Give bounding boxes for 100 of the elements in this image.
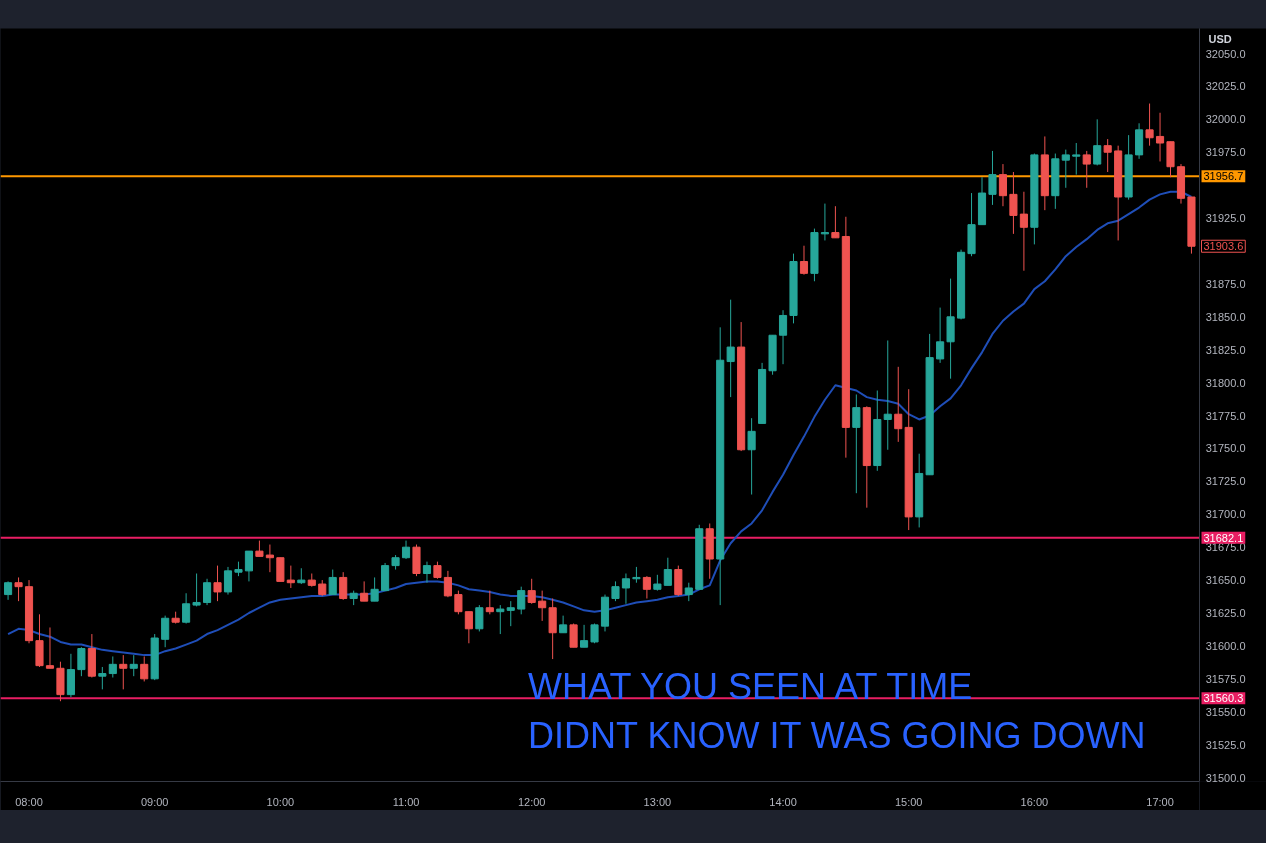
y-tick-label: 31800.0 <box>1205 376 1246 389</box>
candlestick <box>663 557 672 586</box>
candlestick <box>140 655 149 682</box>
x-tick-label: 16:00 <box>1020 795 1049 808</box>
x-tick-label: 12:00 <box>517 795 546 808</box>
y-tick-label: 31650.0 <box>1205 574 1246 587</box>
y-tick-label: 31625.0 <box>1205 607 1246 619</box>
y-tick-label: 31775.0 <box>1205 409 1246 422</box>
candlestick <box>286 565 295 589</box>
candlestick <box>98 666 107 690</box>
y-tick-label: 31825.0 <box>1205 343 1246 356</box>
candlestick <box>244 550 254 582</box>
candlestick <box>726 299 735 398</box>
candlestick <box>527 578 536 605</box>
candlestick <box>998 163 1008 207</box>
candlestick <box>517 586 526 615</box>
candlestick <box>443 570 452 598</box>
candlestick <box>1019 191 1028 272</box>
candlestick <box>894 366 903 443</box>
candlestick <box>684 582 693 602</box>
candlestick <box>485 590 494 615</box>
candlestick <box>1155 112 1165 162</box>
candlestick <box>496 604 505 635</box>
y-tick-label: 31700.0 <box>1205 508 1246 521</box>
candlestick <box>559 615 568 634</box>
candlestick <box>192 573 201 607</box>
candlestick <box>45 626 55 669</box>
y-tick-label: 31575.0 <box>1205 672 1246 685</box>
annotation: DIDNT KNOW IT WAS GOING DOWN <box>528 714 1146 756</box>
candlestick <box>328 569 337 596</box>
text: 31903.6 <box>1203 240 1244 253</box>
candlestick <box>621 573 631 605</box>
candlestick <box>422 561 432 584</box>
candlestick <box>223 566 233 596</box>
candlestick <box>370 576 379 602</box>
candlestick <box>852 393 861 494</box>
candlestick <box>642 575 651 600</box>
candlestick <box>747 417 756 496</box>
candlestick <box>14 576 23 602</box>
y-tick-label: 31750.0 <box>1205 442 1246 455</box>
y-tick-label: 31500.0 <box>1205 771 1246 784</box>
candlestick <box>988 150 997 206</box>
candlestick <box>538 590 547 622</box>
candlestick <box>475 604 484 632</box>
candlestick <box>936 307 945 364</box>
candlestick <box>77 646 86 677</box>
candlestick <box>883 339 892 451</box>
candlestick <box>464 611 473 644</box>
candlestick <box>129 654 138 677</box>
candlestick <box>799 245 809 276</box>
candlestick <box>1103 138 1112 173</box>
x-tick-label: 10:00 <box>266 795 295 808</box>
y-tick-label: 32050.0 <box>1205 47 1246 60</box>
x-tick-label: 17:00 <box>1146 795 1174 808</box>
candlestick <box>506 600 515 627</box>
candlestick <box>360 580 369 602</box>
candlestick <box>213 565 222 602</box>
candlestick <box>182 592 191 625</box>
ref-line-label: 31682.1 <box>1203 531 1244 544</box>
candlestick <box>265 544 274 573</box>
y-tick-label: 31850.0 <box>1205 310 1246 323</box>
y-tick-label: 31925.0 <box>1205 212 1246 225</box>
y-tick-label: 31675.0 <box>1205 541 1246 554</box>
candlestick <box>401 540 411 560</box>
candlestick <box>108 655 117 678</box>
candlestick <box>1093 118 1102 166</box>
y-tick-label: 31875.0 <box>1205 277 1246 290</box>
y-tick-label: 32000.0 <box>1205 113 1246 126</box>
ref-line-label: 31560.3 <box>1203 692 1244 705</box>
x-tick-label: 08:00 <box>15 795 43 808</box>
candlestick <box>580 624 589 648</box>
candlestick <box>119 654 128 690</box>
line-series <box>7 190 1193 657</box>
candlestick <box>1009 171 1018 235</box>
candlestick <box>1082 150 1091 189</box>
candlestick <box>276 557 285 582</box>
y-tick-label: 32025.0 <box>1205 80 1246 93</box>
x-tick-label: 14:00 <box>769 795 797 808</box>
candlestick <box>611 580 620 602</box>
candlestick <box>1072 142 1081 176</box>
candlestick <box>778 309 788 365</box>
ref-line-label: 31956.7 <box>1203 170 1244 183</box>
x-tick-label: 15:00 <box>894 795 923 808</box>
candlestick <box>820 203 829 241</box>
x-tick-label: 11:00 <box>392 795 420 808</box>
y-tick-label: 31550.0 <box>1205 705 1246 718</box>
candlestick <box>454 590 463 615</box>
y-tick-label: 31600.0 <box>1205 639 1246 652</box>
y-tick-label: 31525.0 <box>1205 738 1246 751</box>
candlestick <box>4 580 13 601</box>
candlestick <box>161 615 170 648</box>
y-axis-title: USD <box>1208 32 1232 45</box>
candlestick <box>1145 103 1154 147</box>
candlestick <box>203 578 212 606</box>
candlestick <box>831 205 840 239</box>
candlestick <box>339 571 348 601</box>
annotation: WHAT YOU SEEN AT TIME <box>528 665 973 707</box>
y-tick-label: 31725.0 <box>1205 475 1246 488</box>
x-tick-label: 13:00 <box>643 795 672 808</box>
x-tick-label: 09:00 <box>140 795 169 808</box>
